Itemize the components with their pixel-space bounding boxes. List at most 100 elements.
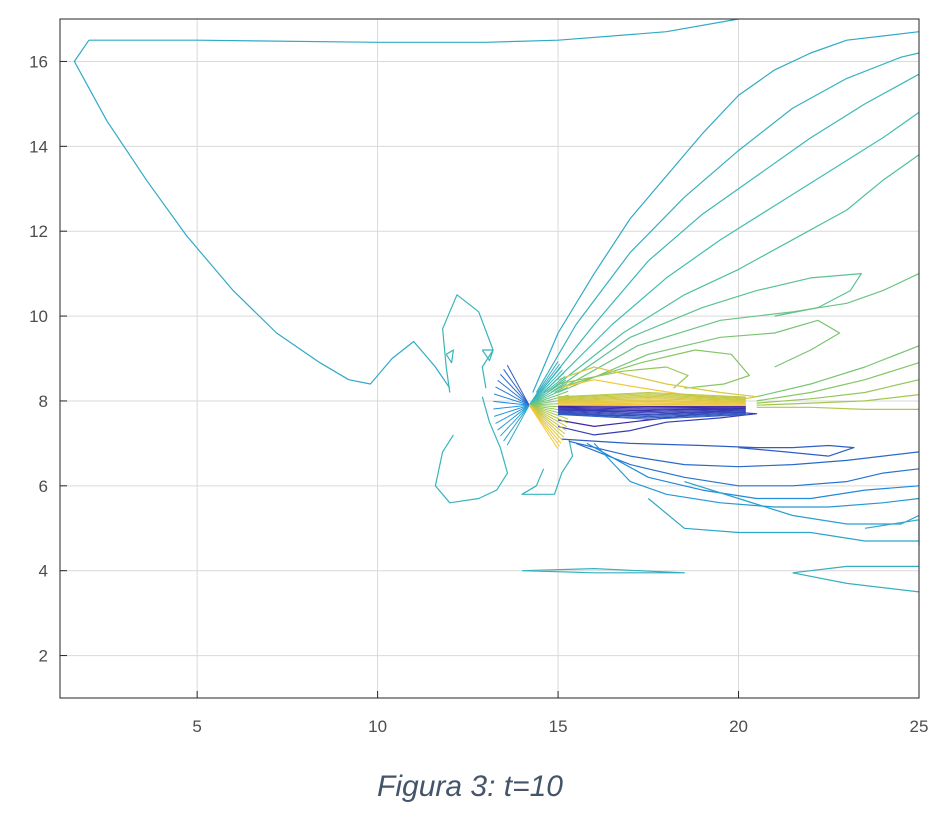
contour-line — [756, 345, 920, 398]
source-spike-right — [528, 366, 562, 406]
core-contour-line — [558, 403, 746, 406]
x-tick-label: 5 — [192, 717, 201, 736]
source-spike-left — [500, 404, 530, 437]
contour-line — [550, 273, 862, 393]
contour-line — [73, 39, 451, 389]
contour-line — [647, 498, 919, 542]
source-spike-right — [528, 386, 568, 406]
figure-caption: Figura 3: t=10 — [377, 770, 563, 803]
x-tick-label: 25 — [910, 717, 929, 736]
source-spike-right — [528, 404, 566, 435]
core-contour-line — [558, 411, 746, 416]
contour-line — [557, 349, 750, 389]
contour-line — [561, 438, 855, 457]
core-contour-line — [558, 406, 746, 409]
core-contour-line — [558, 391, 746, 398]
y-tick-label: 6 — [39, 477, 48, 496]
source-spike-left — [506, 404, 530, 446]
source-spike-right — [529, 390, 569, 406]
source-spike-left — [493, 393, 530, 406]
core-contour-line — [558, 393, 746, 399]
core-contour-line — [558, 407, 746, 410]
source-spike-right — [528, 404, 568, 428]
contour-line — [539, 73, 920, 393]
core-contour-line — [558, 410, 746, 415]
plot-frame — [59, 18, 920, 699]
y-tick-label: 14 — [29, 137, 48, 156]
y-tick-label: 4 — [39, 562, 48, 581]
x-tick-label: 20 — [729, 717, 748, 736]
contour-line — [586, 442, 920, 500]
contour-line — [568, 440, 920, 468]
source-spike-left — [497, 404, 530, 431]
contour-line — [756, 406, 919, 410]
contour-line — [521, 438, 574, 495]
core-contour-line — [558, 413, 746, 419]
contour-line — [546, 154, 920, 393]
contour-line — [434, 396, 509, 504]
contour-line — [756, 379, 920, 404]
contour-line — [557, 319, 841, 394]
source-spike-right — [528, 376, 566, 406]
x-tick-label: 10 — [368, 717, 387, 736]
contour-line — [543, 111, 920, 393]
core-contour-line — [558, 402, 746, 405]
contour-line — [532, 31, 920, 393]
source-spike-right — [528, 379, 567, 406]
source-spike-left — [493, 404, 530, 417]
contour-line — [575, 442, 920, 487]
contour-line — [535, 52, 920, 393]
contour-line — [756, 394, 920, 406]
source-spike-right — [529, 404, 569, 420]
core-contour-line — [558, 400, 746, 404]
source-spike-left — [495, 404, 530, 424]
contour-line — [481, 349, 494, 362]
source-spike-right — [528, 404, 568, 424]
x-tick-label: 15 — [549, 717, 568, 736]
contour-line — [792, 565, 919, 574]
y-tick-label: 8 — [39, 392, 48, 411]
contour-line — [756, 362, 920, 402]
source-spike-right — [528, 383, 568, 406]
contour-line — [445, 349, 454, 364]
core-contour-line — [558, 394, 746, 400]
source-spike-left — [493, 400, 530, 406]
source-spike-left — [497, 379, 530, 406]
contour-line — [792, 572, 920, 593]
core-contour-line — [558, 405, 746, 408]
source-spike-left — [506, 364, 530, 406]
source-spike-right — [528, 404, 559, 450]
plot-background — [60, 19, 919, 698]
core-contour-line — [558, 412, 746, 418]
y-axis-ticks: 2 4 6 8 10 12 14 16 — [29, 52, 67, 666]
y-tick-label: 12 — [29, 222, 48, 241]
x-axis-ticks: 5 10 15 20 25 — [192, 691, 928, 736]
core-contour-line — [558, 398, 746, 402]
contour-line — [442, 294, 494, 393]
contour-line — [88, 18, 739, 43]
core-contour-line — [558, 399, 746, 403]
source-spike-left — [503, 404, 530, 442]
contour-line — [554, 273, 920, 394]
contour-line — [593, 442, 920, 508]
source-spike-right — [528, 404, 567, 431]
contour-line — [557, 366, 689, 389]
source-spike-right — [528, 372, 565, 406]
source-spike-left — [500, 374, 530, 406]
source-spike-right — [528, 369, 563, 406]
source-spike-right — [528, 404, 565, 438]
core-contour-line — [558, 414, 746, 420]
core-contour-line — [558, 408, 746, 413]
core-contour-line — [558, 408, 746, 411]
core-contour-line — [558, 395, 746, 401]
y-tick-label: 2 — [39, 647, 48, 666]
y-tick-label: 10 — [29, 307, 48, 326]
source-spike-left — [493, 404, 530, 410]
y-tick-label: 16 — [29, 52, 48, 71]
contour-plot — [73, 18, 920, 593]
core-contour-line — [558, 409, 746, 414]
source-spike-left — [495, 386, 530, 406]
source-spike-left — [503, 369, 530, 406]
contour-line — [521, 568, 685, 574]
